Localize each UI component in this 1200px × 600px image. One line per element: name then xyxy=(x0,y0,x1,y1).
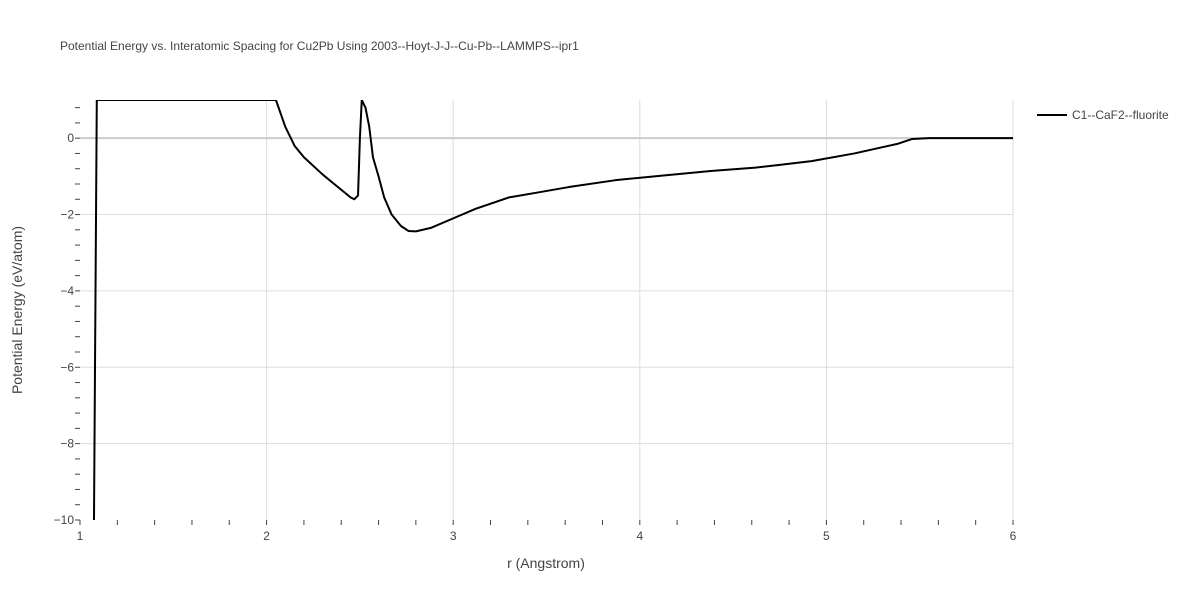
y-tick-label: 0 xyxy=(67,131,74,145)
legend-label: C1--CaF2--fluorite xyxy=(1072,108,1169,122)
x-tick-label: 4 xyxy=(636,529,643,543)
y-axis-ticks: 0 −2 −4 −6 −8 −10 xyxy=(54,107,80,527)
chart-title: Potential Energy vs. Interatomic Spacing… xyxy=(60,39,579,53)
series-line xyxy=(92,100,1013,520)
x-tick-label: 5 xyxy=(823,529,830,543)
y-tick-label: −4 xyxy=(60,284,74,298)
x-tick-label: 2 xyxy=(263,529,270,543)
x-axis-title: r (Angstrom) xyxy=(507,555,585,571)
y-axis-title: Potential Energy (eV/atom) xyxy=(9,226,25,394)
x-axis-ticks: 1 2 3 4 5 6 xyxy=(77,520,1017,543)
y-tick-label: −10 xyxy=(54,513,75,527)
x-tick-label: 3 xyxy=(450,529,457,543)
y-tick-label: −6 xyxy=(60,360,74,374)
x-tick-label: 1 xyxy=(77,529,84,543)
x-tick-label: 6 xyxy=(1010,529,1017,543)
grid xyxy=(80,100,1014,520)
series-layer xyxy=(92,100,1013,520)
y-tick-label: −2 xyxy=(60,208,74,222)
legend[interactable]: C1--CaF2--fluorite xyxy=(1037,108,1169,122)
y-tick-label: −8 xyxy=(60,437,74,451)
